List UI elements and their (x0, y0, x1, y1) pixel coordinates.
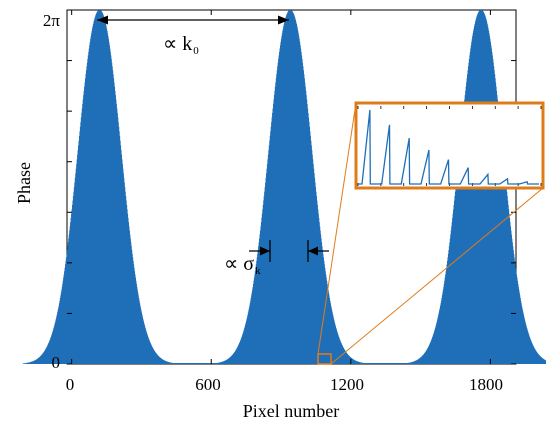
phase-peak (213, 10, 368, 364)
x-axis-label: Pixel number (243, 401, 340, 421)
inset-sawtooth-line (358, 109, 539, 185)
phase-peak-stripes (26, 10, 173, 364)
width-arrowhead-right (308, 246, 318, 256)
period-arrowhead-right (278, 15, 289, 25)
phase-peak-stripes (217, 10, 364, 364)
y-tick-label-0: 0 (52, 353, 61, 372)
period-annotation: ∝ k0 (97, 15, 289, 57)
y-axis-label: Phase (14, 162, 34, 204)
inset (354, 101, 545, 190)
zoom-connector-left (317, 102, 357, 355)
x-tick-label-0: 0 (66, 375, 75, 394)
width-label: ∝ σk (224, 253, 261, 277)
zoom-marker (317, 353, 332, 365)
x-tick-label-1800: 1800 (469, 375, 503, 394)
width-annotation: ∝ σk (224, 240, 329, 277)
zoom-connector-right (330, 187, 544, 365)
period-arrowhead-left (97, 15, 108, 25)
inset-frame (354, 101, 545, 190)
x-tick-label-1200: 1200 (330, 375, 364, 394)
y-tick-label-2pi: 2π (43, 11, 61, 30)
period-label: ∝ k0 (163, 33, 199, 57)
x-tick-label-600: 600 (195, 375, 221, 394)
width-arrowhead-left (260, 246, 270, 256)
phase-peak (22, 10, 177, 364)
